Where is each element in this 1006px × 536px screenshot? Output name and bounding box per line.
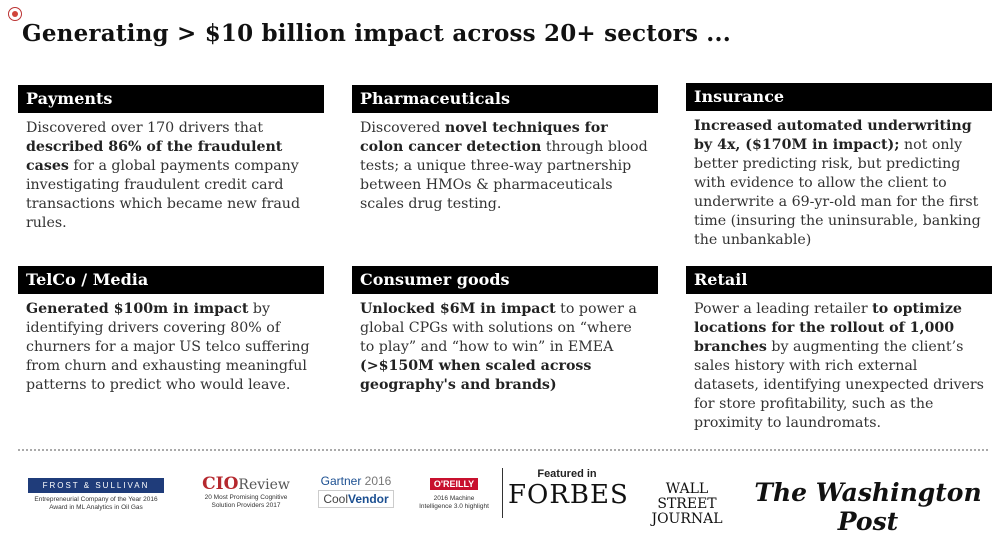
- forbes-logo: FORBES: [508, 480, 629, 510]
- card-header: Insurance: [686, 83, 992, 111]
- footer-logos: FROST & SULLIVAN Entrepreneurial Company…: [0, 458, 1006, 536]
- frost-sullivan-award: FROST & SULLIVAN Entrepreneurial Company…: [28, 478, 164, 512]
- page-title: Generating > $10 billion impact across 2…: [22, 20, 731, 47]
- card-header: Consumer goods: [352, 266, 658, 294]
- frost-sullivan-logo: FROST & SULLIVAN: [28, 478, 164, 493]
- card-body: Power a leading retailer to optimize loc…: [694, 301, 984, 431]
- card-body: Generated $100m in impact by identifying…: [26, 301, 310, 393]
- card-body: Discovered over 170 drivers that describ…: [26, 120, 301, 231]
- card-pharmaceuticals: Pharmaceuticals Discovered novel techniq…: [352, 85, 658, 214]
- cio-review-award: CIOReview 20 Most Promising Cognitive So…: [196, 474, 296, 510]
- card-header: Pharmaceuticals: [352, 85, 658, 113]
- card-header: Retail: [686, 266, 992, 294]
- oreilly-logo: O'REILLY: [429, 478, 479, 490]
- brand-logo-icon: [8, 7, 22, 21]
- footer-divider: [502, 468, 503, 518]
- washington-post-logo: The Washington Post: [754, 478, 982, 536]
- card-body: Increased automated underwriting by 4x, …: [694, 118, 981, 248]
- card-retail: Retail Power a leading retailer to optim…: [686, 266, 992, 433]
- card-header: Payments: [18, 85, 324, 113]
- card-telco-media: TelCo / Media Generated $100m in impact …: [18, 266, 324, 395]
- card-header: TelCo / Media: [18, 266, 324, 294]
- card-body: Discovered novel techniques for colon ca…: [360, 120, 648, 212]
- oreilly-highlight: O'REILLY 2016 Machine Intelligence 3.0 h…: [419, 478, 489, 510]
- featured-in-forbes: Featured in FORBES: [508, 468, 629, 510]
- card-insurance: Insurance Increased automated underwriti…: [686, 83, 992, 250]
- gartner-cool-vendor: Gartner 2016 CoolVendor: [318, 474, 394, 508]
- cio-review-logo: CIOReview: [202, 474, 290, 494]
- dotted-divider: [18, 449, 988, 451]
- card-consumer-goods: Consumer goods Unlocked $6M in impact to…: [352, 266, 658, 395]
- card-payments: Payments Discovered over 170 drivers tha…: [18, 85, 324, 233]
- wsj-logo: WALL STREET JOURNAL: [651, 481, 723, 527]
- card-body: Unlocked $6M in impact to power a global…: [360, 301, 637, 393]
- gartner-logo: Gartner 2016: [320, 474, 392, 488]
